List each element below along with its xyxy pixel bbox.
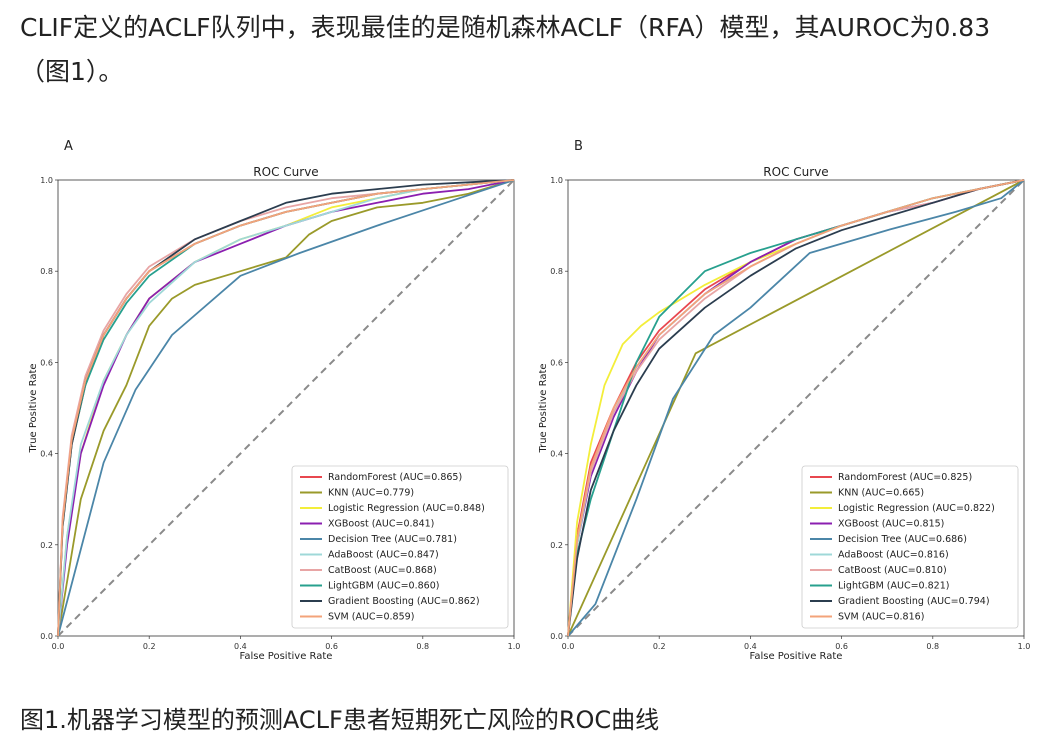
- panel-a-xtick-label: 0.0: [52, 642, 65, 651]
- panel-b-title: ROC Curve: [763, 165, 828, 179]
- panel-b-ytick-label: 0.4: [550, 450, 563, 459]
- panel-a-ytick-label: 0.2: [40, 541, 53, 550]
- panel-a-xtick-label: 0.2: [143, 642, 156, 651]
- panel-a-ytick-label: 0.8: [40, 267, 53, 276]
- panel-a-letter: A: [64, 139, 73, 154]
- panel-b-xtick-label: 0.8: [926, 642, 939, 651]
- panel-b-series-line-10: [567, 179, 1025, 637]
- panel-b-xtick-label: 1.0: [1018, 642, 1031, 651]
- panel-a-legend-label-9: Gradient Boosting (AUC=0.862): [328, 596, 480, 607]
- article-paragraph: CLIF定义的ACLF队列中，表现最佳的是随机森林ACLF（RFA）模型，其AU…: [20, 6, 1030, 94]
- panel-a-series-line-5: [57, 179, 515, 637]
- panel-a-legend-label-6: AdaBoost (AUC=0.847): [328, 550, 439, 561]
- panel-b-series-line-9: [567, 179, 1025, 637]
- panel-b-legend-label-8: LightGBM (AUC=0.821): [838, 581, 949, 592]
- panel-a-series-line-2: [57, 179, 515, 637]
- panel-b-xtick-label: 0.4: [744, 642, 757, 651]
- panel-a-legend-label-5: Decision Tree (AUC=0.781): [328, 534, 457, 545]
- panel-b-legend-label-4: XGBoost (AUC=0.815): [838, 519, 944, 530]
- panel-b-axes-frame: [567, 179, 1025, 637]
- panel-a-ytick-label: 0.4: [40, 450, 53, 459]
- panel-a-legend-label-10: SVM (AUC=0.859): [328, 612, 414, 623]
- panel-a-xtick-label: 0.8: [416, 642, 429, 651]
- paragraph-text: CLIF定义的ACLF队列中，表现最佳的是随机森林ACLF（RFA）模型，其AU…: [20, 13, 991, 86]
- panel-b-ylabel: True Positive Rate: [538, 363, 549, 453]
- panel-a-axes-frame: [57, 179, 515, 637]
- panel-b-xlabel: False Positive Rate: [750, 651, 843, 662]
- panel-b-xtick-label: 0.0: [562, 642, 575, 651]
- figure-caption: 图1.机器学习模型的预测ACLF患者短期死亡风险的ROC曲线: [20, 706, 660, 734]
- panel-a-xtick-label: 0.6: [325, 642, 338, 651]
- panel-b-legend-label-1: RandomForest (AUC=0.825): [838, 472, 972, 483]
- panel-a-legend-label-3: Logistic Regression (AUC=0.848): [328, 503, 485, 514]
- panel-b-ytick-label: 0.0: [550, 632, 563, 641]
- panel-b-legend-box: [801, 465, 1019, 629]
- panel-b-ytick-label: 0.2: [550, 541, 563, 550]
- panel-a-ytick-label: 0.6: [40, 358, 53, 367]
- panel-b-legend-label-3: Logistic Regression (AUC=0.822): [838, 503, 995, 514]
- panel-b-ytick-label: 0.8: [550, 267, 563, 276]
- panel-a-legend-label-4: XGBoost (AUC=0.841): [328, 519, 434, 530]
- panel-b-legend-label-7: CatBoost (AUC=0.810): [838, 565, 947, 576]
- panel-b-legend-label-6: AdaBoost (AUC=0.816): [838, 550, 949, 561]
- panel-b-ytick-label: 1.0: [550, 176, 563, 185]
- panel-a-legend-label-1: RandomForest (AUC=0.865): [328, 472, 462, 483]
- panel-b-xtick-label: 0.2: [653, 642, 666, 651]
- panel-a-xlabel: False Positive Rate: [240, 651, 333, 662]
- panel-a-title: ROC Curve: [253, 165, 318, 179]
- panel-a-xtick-label: 0.4: [234, 642, 247, 651]
- panel-b-legend-label-5: Decision Tree (AUC=0.686): [838, 534, 967, 545]
- panel-a-ytick-label: 0.0: [40, 632, 53, 641]
- panel-a-legend-label-8: LightGBM (AUC=0.860): [328, 581, 439, 592]
- panel-a-legend-label-7: CatBoost (AUC=0.868): [328, 565, 437, 576]
- panel-a-xtick-label: 1.0: [508, 642, 521, 651]
- panel-a-legend-label-2: KNN (AUC=0.779): [328, 488, 414, 499]
- panel-b-legend-label-9: Gradient Boosting (AUC=0.794): [838, 596, 990, 607]
- panel-b-series-line-2: [567, 179, 1025, 637]
- panel-b-letter: B: [574, 139, 583, 154]
- panel-b-ytick-label: 0.6: [550, 358, 563, 367]
- panel-a-legend-box: [291, 465, 509, 629]
- panel-a-ylabel: True Positive Rate: [28, 363, 39, 453]
- panel-b-legend-label-10: SVM (AUC=0.816): [838, 612, 924, 623]
- panel-a-ytick-label: 1.0: [40, 176, 53, 185]
- panel-b-legend-label-2: KNN (AUC=0.665): [838, 488, 924, 499]
- panel-a-series-line-4: [57, 179, 515, 637]
- panel-a-series-line-10: [57, 179, 515, 637]
- panel-b-xtick-label: 0.6: [835, 642, 848, 651]
- panel-b-series-line-5: [567, 179, 1025, 637]
